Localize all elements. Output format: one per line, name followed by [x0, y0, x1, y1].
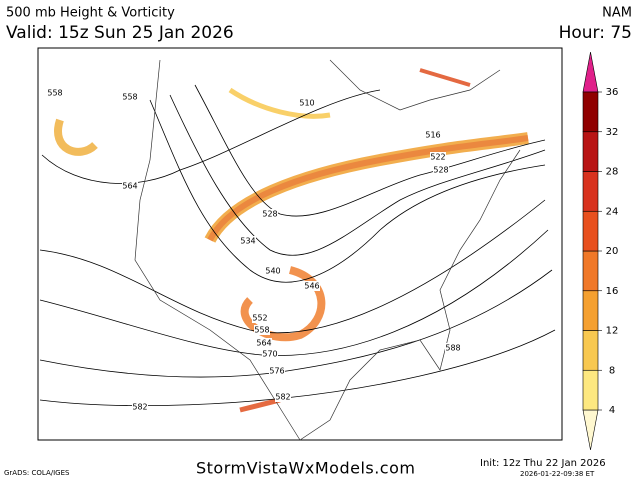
- forecast-hour: Hour: 75: [559, 23, 632, 43]
- model-name: NAM: [602, 6, 632, 21]
- credit: GrADS: COLA/IGES: [4, 469, 70, 477]
- contour-label: 564: [122, 182, 137, 191]
- contour-label-bg: [445, 343, 461, 353]
- contour-label-bg: [269, 366, 285, 376]
- contour-label-bg: [265, 266, 281, 276]
- contour-label-bg: [430, 152, 446, 162]
- contour-label-bg: [122, 92, 138, 102]
- contour-label: 558: [122, 93, 137, 102]
- colorbar-segment: [582, 330, 599, 371]
- contour-label: 576: [269, 367, 284, 376]
- colorbar-label: 8: [609, 365, 615, 376]
- colorbar-max-triangle: [582, 51, 599, 93]
- colorbar-label: 4: [609, 405, 615, 416]
- contour-label-bg: [240, 236, 256, 246]
- contour-label: 528: [433, 166, 448, 175]
- contour-label-bg: [433, 165, 449, 175]
- contour-label-bg: [299, 98, 315, 108]
- colorbar-segment: [582, 131, 599, 172]
- contour-label-bg: [252, 313, 268, 323]
- site-name: StormVistaWxModels.com: [196, 459, 415, 478]
- colorbar-segment: [582, 369, 599, 411]
- colorbar-label: 12: [606, 326, 619, 337]
- timestamp: 2026-01-22-09:38 ET: [520, 470, 595, 478]
- contour-label: 522: [430, 153, 445, 162]
- contour-label: 540: [265, 267, 280, 276]
- colorbar-label: 28: [606, 167, 619, 178]
- colorbar: 4 8 12 16 20 24 28 32 36: [582, 51, 619, 451]
- contour-label-bg: [304, 281, 320, 291]
- contour-label-bg: [425, 130, 441, 140]
- contour-label: 552: [252, 314, 267, 323]
- init-time: Init: 12z Thu 22 Jan 2026: [480, 458, 606, 469]
- contour-label: 564: [256, 339, 271, 348]
- colorbar-min-triangle: [582, 409, 599, 451]
- colorbar-label: 20: [606, 246, 619, 257]
- colorbar-label: 32: [606, 127, 619, 138]
- contour-label-bg: [262, 209, 278, 219]
- contour-label: 570: [262, 350, 277, 359]
- contour-label-bg: [256, 338, 272, 348]
- contour-label-bg: [132, 402, 148, 412]
- map-area: [37, 47, 563, 441]
- title: 500 mb Height & Vorticity: [6, 6, 175, 21]
- contour-label-bg: [275, 392, 291, 402]
- contour-label: 582: [275, 393, 290, 402]
- contour-label: 534: [240, 237, 255, 246]
- contour-label-bg: [122, 181, 138, 191]
- valid-time: Valid: 15z Sun 25 Jan 2026: [6, 23, 234, 43]
- contour-label-bg: [254, 325, 270, 335]
- contour-label: 558: [47, 89, 62, 98]
- colorbar-label: 16: [606, 286, 619, 297]
- contour-label-bg: [262, 349, 278, 359]
- contour-label-bg: [47, 88, 63, 98]
- colorbar-label: 36: [606, 87, 619, 98]
- contour-label: 582: [132, 403, 147, 412]
- contour-label: 516: [425, 131, 440, 140]
- colorbar-segment: [582, 91, 599, 133]
- colorbar-segment: [582, 210, 599, 252]
- colorbar-segment: [582, 290, 599, 331]
- colorbar-segment: [582, 250, 599, 292]
- colorbar-label: 24: [606, 206, 619, 217]
- contour-label: 528: [262, 210, 277, 219]
- contour-label: 546: [304, 282, 319, 291]
- colorbar-segment: [582, 171, 599, 212]
- contour-label: 588: [445, 344, 460, 353]
- contour-label: 558: [254, 326, 269, 335]
- contour-label: 510: [299, 99, 314, 108]
